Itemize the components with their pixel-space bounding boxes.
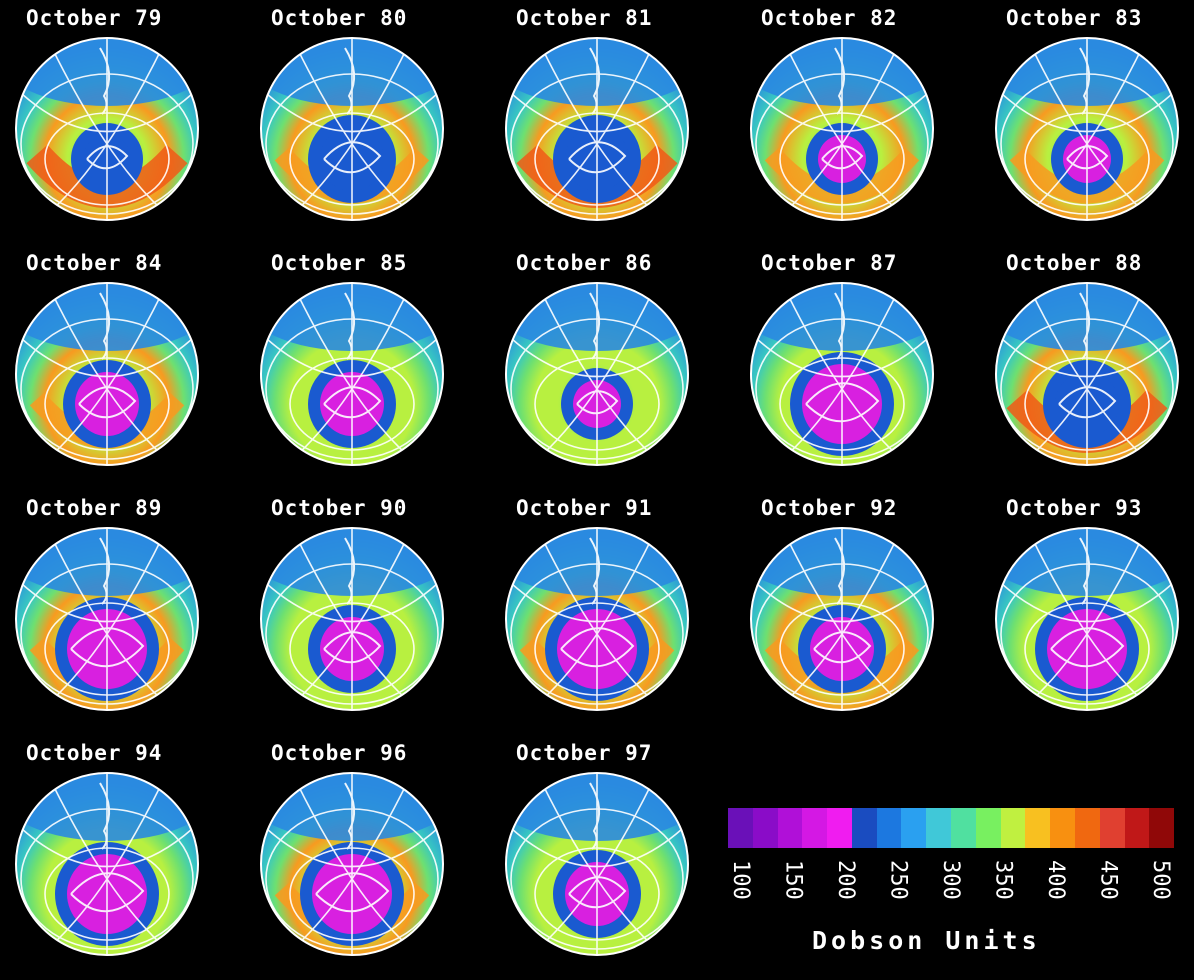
ozone-globe-map [15,282,199,466]
colorbar-segment [901,808,927,848]
colorbar-segment [975,808,1001,848]
panel-title: October 96 [271,741,408,765]
ozone-globe-map [260,527,444,711]
ozone-globe-map [995,37,1179,221]
ozone-panel: October 94 [0,735,245,980]
ozone-globe-map [505,37,689,221]
ozone-panel: October 87 [735,245,980,490]
panel-title: October 82 [761,6,898,30]
ozone-panel: October 80 [245,0,490,245]
colorbar-segment [1099,808,1125,848]
colorbar [728,808,1175,848]
ozone-panel: October 89 [0,490,245,735]
ozone-globe-map [505,772,689,956]
panel-title: October 87 [761,251,898,275]
panel-title: October 89 [26,496,163,520]
ozone-panel: October 91 [490,490,735,735]
panel-title: October 88 [1006,251,1143,275]
ozone-globe-map [750,527,934,711]
ozone-globe-map [260,37,444,221]
colorbar-segment [1124,808,1150,848]
ozone-panel: October 83 [980,0,1194,245]
ozone-globe-map [260,772,444,956]
panel-title: October 86 [516,251,653,275]
panel-title: October 79 [26,6,163,30]
ozone-panel: October 79 [0,0,245,245]
colorbar-tick-label: 400 [1043,860,1068,900]
dobson-legend: 100 150 200 250 300 350 400 450 500 Dobson Units [728,808,1175,958]
ozone-panel: October 81 [490,0,735,245]
colorbar-tick-label: 150 [780,860,806,900]
panel-title: October 84 [26,251,163,275]
panel-title: October 97 [516,741,653,765]
colorbar-tick-label: 450 [1095,860,1121,900]
colorbar-tick-label: 250 [885,860,911,900]
panel-title: October 93 [1006,496,1143,520]
colorbar-tick-label: 100 [728,860,753,900]
colorbar-segment [802,808,828,848]
ozone-panel: October 82 [735,0,980,245]
ozone-globe-map [505,282,689,466]
panel-title: October 80 [271,6,408,30]
ozone-panel: October 85 [245,245,490,490]
ozone-globe-map [750,37,934,221]
colorbar-segment [1149,808,1175,848]
ozone-globe-map [15,37,199,221]
ozone-globe-map [260,282,444,466]
ozone-panel: October 88 [980,245,1194,490]
ozone-panel: October 86 [490,245,735,490]
colorbar-segment [728,808,753,848]
colorbar-segment [1050,808,1075,848]
colorbar-segment [752,808,778,848]
colorbar-segment [1025,808,1051,848]
colorbar-segment [1000,808,1026,848]
colorbar-segment [777,808,803,848]
ozone-panel: October 96 [245,735,490,980]
colorbar-segment [926,808,952,848]
panel-title: October 81 [516,6,653,30]
units-label: Dobson Units [812,926,1041,955]
colorbar-tick-label: 300 [938,860,963,900]
ozone-panel: October 97 [490,735,735,980]
ozone-globe-map [995,527,1179,711]
panel-title: October 83 [1006,6,1143,30]
ozone-globe-map [15,527,199,711]
colorbar-tick-label: 200 [833,860,858,900]
panel-title: October 85 [271,251,408,275]
panel-title: October 94 [26,741,163,765]
colorbar-segment [851,808,877,848]
ozone-panel: October 84 [0,245,245,490]
ozone-panel: October 92 [735,490,980,735]
ozone-globe-map [15,772,199,956]
ozone-globe-map [750,282,934,466]
ozone-panel: October 93 [980,490,1194,735]
colorbar-tick-label: 500 [1148,860,1173,900]
colorbar-segment [951,808,976,848]
colorbar-tick-label: 350 [990,860,1016,900]
colorbar-segment [876,808,902,848]
ozone-globe-map [995,282,1179,466]
colorbar-segment [1074,808,1100,848]
panel-title: October 92 [761,496,898,520]
panel-title: October 91 [516,496,653,520]
panel-title: October 90 [271,496,408,520]
colorbar-segment [827,808,852,848]
ozone-panel: October 90 [245,490,490,735]
ozone-globe-map [505,527,689,711]
